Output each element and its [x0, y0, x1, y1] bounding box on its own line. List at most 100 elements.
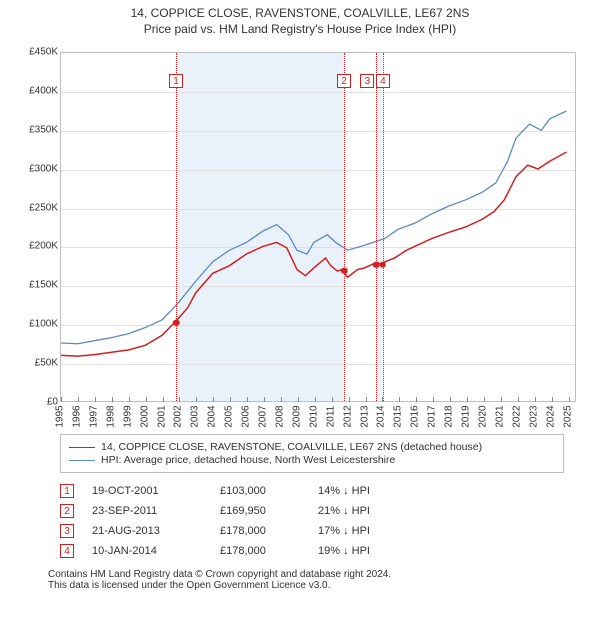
x-axis-label: 2024	[545, 405, 556, 427]
x-axis-label: 2025	[562, 405, 573, 427]
sales-index-box: 3	[60, 524, 74, 538]
x-tick	[213, 397, 214, 402]
x-tick	[163, 397, 164, 402]
marker-box-1: 1	[169, 74, 183, 88]
x-axis-label: 2004	[207, 405, 218, 427]
marker-box-2: 2	[337, 74, 351, 88]
chart-title-block: 14, COPPICE CLOSE, RAVENSTONE, COALVILLE…	[0, 0, 600, 38]
x-tick	[569, 397, 570, 402]
x-axis-label: 2000	[139, 405, 150, 427]
x-tick	[146, 397, 147, 402]
sales-price: £178,000	[220, 545, 300, 557]
x-axis-label: 2021	[494, 405, 505, 427]
sales-index-box: 1	[60, 484, 74, 498]
sale-dot	[341, 268, 348, 275]
legend-swatch-property	[69, 447, 95, 448]
legend-row-hpi: HPI: Average price, detached house, Nort…	[69, 454, 555, 466]
x-tick	[399, 397, 400, 402]
sales-table: 119-OCT-2001£103,00014% ↓ HPI223-SEP-201…	[60, 481, 564, 561]
x-axis-label: 2008	[274, 405, 285, 427]
x-tick	[433, 397, 434, 402]
x-tick	[467, 397, 468, 402]
x-axis-label: 2014	[376, 405, 387, 427]
sales-row: 410-JAN-2014£178,00019% ↓ HPI	[60, 541, 564, 561]
x-axis-label: 2012	[342, 405, 353, 427]
sale-dot	[173, 320, 180, 327]
x-tick	[264, 397, 265, 402]
sales-date: 19-OCT-2001	[92, 485, 202, 497]
y-axis-label: £450K	[18, 47, 58, 58]
attribution-line-2: This data is licensed under the Open Gov…	[48, 580, 564, 591]
x-tick	[450, 397, 451, 402]
x-axis-label: 1998	[105, 405, 116, 427]
chart-svg	[61, 53, 575, 401]
x-axis-label: 2013	[359, 405, 370, 427]
x-axis-label: 2023	[528, 405, 539, 427]
x-axis-label: 2003	[190, 405, 201, 427]
legend-box: 14, COPPICE CLOSE, RAVENSTONE, COALVILLE…	[60, 434, 564, 473]
sales-diff: 21% ↓ HPI	[318, 505, 408, 517]
x-axis-label: 2018	[444, 405, 455, 427]
x-axis-label: 2020	[477, 405, 488, 427]
attribution-block: Contains HM Land Registry data © Crown c…	[48, 569, 564, 591]
sales-date: 21-AUG-2013	[92, 525, 202, 537]
y-axis-label: £200K	[18, 241, 58, 252]
x-tick	[78, 397, 79, 402]
x-axis-label: 2006	[241, 405, 252, 427]
x-axis-label: 2022	[511, 405, 522, 427]
legend-swatch-hpi	[69, 460, 95, 461]
legend-row-property: 14, COPPICE CLOSE, RAVENSTONE, COALVILLE…	[69, 441, 555, 453]
sales-row: 3 21-AUG-2013 £178,000 17% ↓ HPI	[60, 521, 564, 541]
sales-price: £103,000	[220, 485, 300, 497]
sales-row: 2 23-SEP-2011 £169,950 21% ↓ HPI	[60, 501, 564, 521]
x-tick	[484, 397, 485, 402]
x-tick	[518, 397, 519, 402]
x-tick	[196, 397, 197, 402]
sales-index-box: 4	[60, 544, 74, 558]
marker-line-3	[376, 53, 377, 401]
y-axis-label: £250K	[18, 202, 58, 213]
x-tick	[179, 397, 180, 402]
x-tick	[501, 397, 502, 402]
x-axis-label: 2001	[156, 405, 167, 427]
x-tick	[332, 397, 333, 402]
x-tick	[112, 397, 113, 402]
series-hpi	[61, 111, 567, 344]
marker-box-3: 3	[360, 74, 374, 88]
sales-price: £169,950	[220, 505, 300, 517]
x-tick	[230, 397, 231, 402]
attribution-line-1: Contains HM Land Registry data © Crown c…	[48, 569, 564, 580]
legend-label-property: 14, COPPICE CLOSE, RAVENSTONE, COALVILLE…	[101, 441, 482, 453]
x-tick	[247, 397, 248, 402]
sale-dot	[373, 261, 380, 268]
sales-index-box: 2	[60, 504, 74, 518]
sales-diff: 17% ↓ HPI	[318, 525, 408, 537]
y-axis-label: £0	[18, 397, 58, 408]
x-axis-label: 2009	[291, 405, 302, 427]
x-tick	[366, 397, 367, 402]
marker-line-1	[176, 53, 177, 401]
chart-container: 1234 £0£50K£100K£150K£200K£250K£300K£350…	[18, 46, 582, 426]
x-tick	[281, 397, 282, 402]
sales-price: £178,000	[220, 525, 300, 537]
x-axis-label: 1997	[88, 405, 99, 427]
sales-date: 10-JAN-2014	[92, 545, 202, 557]
y-axis-label: £100K	[18, 319, 58, 330]
y-axis-label: £50K	[18, 358, 58, 369]
x-tick	[61, 397, 62, 402]
y-axis-label: £300K	[18, 163, 58, 174]
sales-date: 23-SEP-2011	[92, 505, 202, 517]
x-axis-label: 2017	[427, 405, 438, 427]
x-axis-label: 2019	[461, 405, 472, 427]
y-axis-label: £400K	[18, 85, 58, 96]
x-axis-label: 2015	[393, 405, 404, 427]
title-line-1: 14, COPPICE CLOSE, RAVENSTONE, COALVILLE…	[0, 6, 600, 20]
y-axis-label: £350K	[18, 124, 58, 135]
x-axis-label: 2005	[224, 405, 235, 427]
y-axis-label: £150K	[18, 280, 58, 291]
plot-area: 1234	[60, 52, 576, 402]
sales-row: 119-OCT-2001£103,00014% ↓ HPI	[60, 481, 564, 501]
x-tick	[535, 397, 536, 402]
sale-dot	[380, 261, 387, 268]
x-axis-label: 2010	[308, 405, 319, 427]
